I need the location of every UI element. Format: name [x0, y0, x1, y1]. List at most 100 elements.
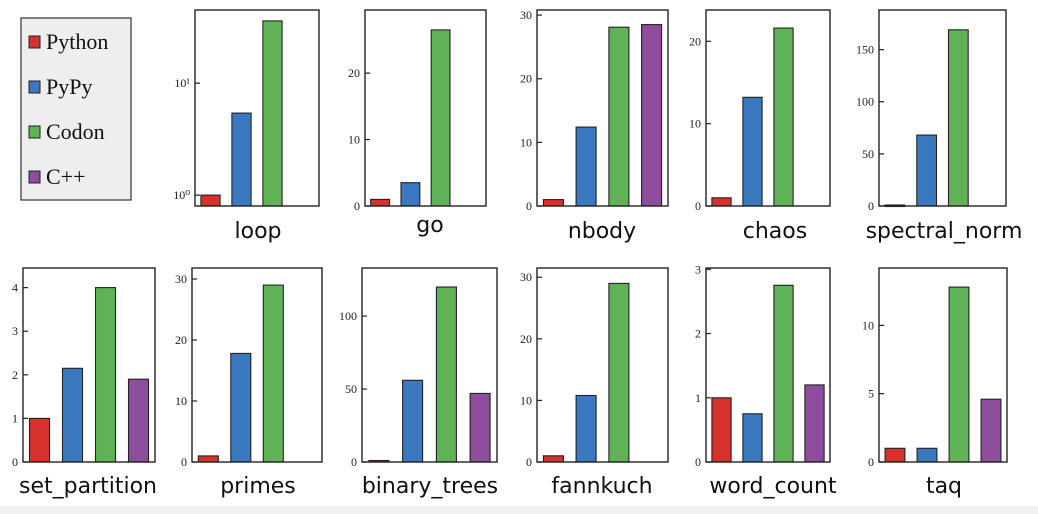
- plot-frame: [364, 9, 487, 207]
- y-tick-label: 5: [868, 387, 874, 401]
- plot-frame: [705, 9, 831, 207]
- y-tick-label: 50: [345, 382, 357, 396]
- y-tick-label: 0: [868, 199, 874, 213]
- y-tick-label: 20: [689, 34, 701, 48]
- plot-frame: [361, 267, 498, 463]
- y-tick-label: 50: [862, 147, 874, 161]
- plot-frame: [22, 267, 156, 463]
- y-tick-label: 1: [695, 391, 701, 405]
- bar-cpp: [980, 398, 1002, 463]
- bar-codon: [773, 284, 794, 463]
- y-tick-label: 10: [689, 117, 701, 131]
- plot-frame: [705, 267, 831, 463]
- y-tick-label: 1: [12, 411, 18, 425]
- panel-spectral-norm: 0 50 100 150 spectral_norm: [856, 9, 1023, 244]
- bar-cpp: [804, 384, 825, 463]
- bar-python: [197, 455, 219, 463]
- panel-go: 0 10 20 go: [348, 9, 487, 238]
- bar-cpp: [641, 24, 663, 207]
- bar-pypy: [916, 134, 938, 207]
- legend-label: Python: [46, 29, 108, 54]
- panel-title: go: [416, 213, 443, 238]
- panel-chaos: 0 10 20 chaos: [689, 9, 831, 244]
- bar-codon: [773, 27, 794, 207]
- panel-title: taq: [926, 474, 962, 499]
- legend: Python PyPy Codon C++: [20, 17, 132, 201]
- bar-python: [711, 397, 732, 463]
- y-tick-label: 0: [526, 199, 532, 213]
- plot-frame: [536, 9, 669, 207]
- bar-python: [542, 199, 564, 207]
- bar-codon: [262, 20, 283, 207]
- y-tick-label: 20: [348, 66, 360, 80]
- bar-cpp: [127, 378, 150, 463]
- panel-word-count: 0 1 2 3 word_count: [695, 262, 837, 499]
- bar-pypy: [231, 112, 252, 207]
- bar-codon: [262, 284, 284, 463]
- bar-pypy: [742, 413, 763, 463]
- bar-pypy: [916, 447, 938, 463]
- bar-pypy: [402, 379, 424, 463]
- panel-binary-trees: 0 50 100 binary_trees: [339, 267, 498, 499]
- y-tick-label: 0: [868, 455, 874, 469]
- bar-codon: [94, 287, 117, 463]
- legend-swatch: [28, 125, 41, 139]
- y-tick-label: 30: [520, 270, 532, 284]
- y-tick-label: 30: [175, 272, 187, 286]
- panel-title: binary_trees: [362, 474, 498, 499]
- legend-label: PyPy: [46, 74, 92, 99]
- chart-panels: 10⁰10¹loop01020go0102030nbody01020chaos0…: [12, 8, 1022, 499]
- y-tick-label: 3: [695, 262, 701, 276]
- panel-set-partition: 0 1 2 3 4 set_partition: [12, 267, 157, 499]
- plot-frame: [878, 267, 1008, 463]
- bar-python: [711, 197, 732, 207]
- panel-title: chaos: [743, 219, 807, 244]
- bar-pypy: [575, 126, 597, 207]
- legend-item-pypy: PyPy: [28, 74, 92, 99]
- y-tick-label: 10: [348, 133, 360, 147]
- y-tick-label: 20: [520, 72, 532, 86]
- bar-codon: [430, 29, 451, 207]
- legend-swatch: [28, 35, 41, 49]
- legend-item-python: Python: [28, 29, 108, 54]
- bar-python: [28, 417, 51, 463]
- plot-frame: [191, 267, 323, 463]
- legend-label: C++: [46, 164, 86, 189]
- y-tick-label: 20: [520, 332, 532, 346]
- y-tick-label: 0: [181, 455, 187, 469]
- y-tick-label: 0: [695, 199, 701, 213]
- bar-python: [200, 194, 221, 207]
- panel-title: spectral_norm: [866, 219, 1023, 244]
- panel-primes: 0 10 20 30 primes: [175, 267, 323, 499]
- y-tick-label: 10: [520, 393, 532, 407]
- bar-pypy: [61, 367, 84, 463]
- y-tick-label: 0: [695, 455, 701, 469]
- panel-fannkuch: 0 10 20 30 fannkuch: [520, 267, 669, 499]
- y-tick-label: 4: [12, 281, 18, 295]
- plot-frame: [536, 267, 669, 463]
- panel-taq: 0 5 10 taq: [862, 267, 1008, 499]
- bar-python: [884, 447, 906, 463]
- legend-item-cpp: C++: [28, 164, 86, 189]
- plot-frame: [878, 9, 1007, 207]
- panel-title: fannkuch: [551, 474, 652, 499]
- bar-codon: [608, 282, 630, 463]
- y-tick-label: 10¹: [174, 76, 190, 90]
- y-tick-label: 20: [175, 333, 187, 347]
- panel-title: set_partition: [19, 474, 157, 499]
- bar-codon: [947, 29, 969, 207]
- bar-python: [370, 198, 391, 207]
- y-tick-label: 0: [354, 199, 360, 213]
- bar-codon: [948, 286, 970, 463]
- plot-frame: [194, 9, 320, 207]
- bar-pypy: [575, 394, 597, 463]
- panel-loop: 10⁰ 10¹ loop: [173, 9, 320, 244]
- bar-pypy: [400, 182, 421, 207]
- y-tick-label: 10: [175, 394, 187, 408]
- legend-label: Codon: [46, 119, 105, 144]
- bar-cpp: [469, 392, 491, 463]
- y-tick-label: 10⁰: [173, 188, 190, 202]
- y-tick-label: 2: [695, 327, 701, 341]
